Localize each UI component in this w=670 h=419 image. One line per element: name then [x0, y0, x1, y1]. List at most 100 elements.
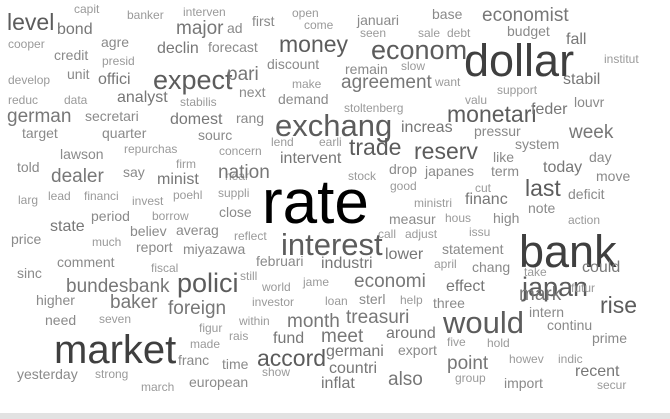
word-quarter: quarter — [102, 125, 147, 141]
word-offici: offici — [98, 71, 131, 88]
word-cooper: cooper — [8, 37, 45, 51]
word-treasuri: treasuri — [346, 307, 410, 328]
word-take: take — [524, 265, 547, 279]
word-germani: germani — [326, 343, 384, 360]
word-indic: indic — [558, 352, 583, 366]
word-forecast: forecast — [208, 39, 258, 55]
word-dealer: dealer — [51, 166, 104, 187]
word-import: import — [504, 375, 543, 391]
word-banker: banker — [127, 8, 164, 22]
word-high: high — [493, 210, 520, 226]
word-suppli: suppli — [218, 186, 250, 200]
word-develop: develop — [8, 73, 51, 87]
word-system: system — [515, 136, 560, 152]
word-demand: demand — [278, 91, 329, 107]
word-feder: feder — [531, 101, 568, 118]
word-fiscal: fiscal — [151, 261, 179, 275]
word-remain: remain — [345, 61, 388, 77]
word-agre: agre — [101, 34, 130, 50]
word-lawson: lawson — [60, 146, 104, 162]
word-credit: credit — [54, 47, 89, 63]
word-accord: accord — [257, 345, 327, 371]
word-countri: countri — [329, 360, 378, 377]
word-around: around — [386, 325, 436, 342]
word-franc: franc — [178, 352, 210, 368]
word-hold: hold — [487, 336, 510, 350]
word-three: three — [433, 295, 465, 311]
word-ad: ad — [227, 20, 243, 36]
word-futur: futur — [571, 281, 596, 295]
word-close: close — [219, 204, 252, 220]
word-agreement: agreement — [341, 72, 432, 93]
word-told: told — [17, 159, 40, 175]
word-reserv: reserv — [414, 138, 478, 164]
word-like: like — [493, 149, 515, 165]
word-bond: bond — [57, 21, 93, 38]
word-stabil: stabil — [563, 71, 601, 88]
word-still: still — [240, 269, 258, 283]
word-move: move — [596, 168, 631, 184]
word-lower: lower — [385, 246, 424, 263]
word-poehl: poehl — [173, 188, 203, 202]
word-action: action — [568, 213, 601, 227]
word-call: call — [378, 227, 397, 241]
word-mark: mark — [519, 284, 562, 305]
word-presid: presid — [102, 54, 135, 68]
word-earli: earli — [319, 135, 342, 149]
word-meet: meet — [321, 326, 364, 347]
word-firm: firm — [176, 157, 196, 171]
word-strong: strong — [95, 367, 129, 381]
word-expect: expect — [153, 65, 233, 95]
word-debt: debt — [447, 26, 471, 40]
word-report: report — [136, 239, 173, 255]
word-inflat: inflat — [321, 375, 355, 392]
word-next: next — [239, 84, 266, 100]
word-trade: trade — [349, 134, 402, 160]
word-reflect: reflect — [234, 229, 267, 243]
word-help: help — [400, 293, 423, 307]
word-rais: rais — [229, 329, 249, 343]
word-issu: issu — [469, 225, 491, 239]
word-stoltenberg: stoltenberg — [344, 101, 404, 115]
word-pressur: pressur — [474, 123, 521, 139]
word-data: data — [64, 93, 88, 107]
word-near: near — [225, 169, 250, 183]
word-cut: cut — [475, 181, 492, 195]
word-state: state — [50, 218, 85, 235]
word-higher: higher — [36, 292, 75, 308]
word-borrow: borrow — [152, 209, 189, 223]
word-much: much — [92, 235, 122, 249]
word-loan: loan — [325, 294, 348, 308]
word-note: note — [528, 200, 556, 216]
word-larg: larg — [18, 193, 39, 207]
word-say: say — [123, 164, 145, 180]
word-open: open — [292, 6, 319, 20]
word-valu: valu — [465, 93, 488, 107]
word-month: month — [287, 311, 340, 332]
word-pari: pari — [227, 64, 259, 85]
word-sinc: sinc — [17, 265, 42, 281]
word-rise: rise — [600, 292, 638, 318]
word-want: want — [435, 75, 461, 89]
word-statement: statement — [442, 241, 504, 257]
word-seven: seven — [99, 312, 132, 326]
word-increas: increas — [401, 119, 453, 136]
word-come: come — [304, 18, 334, 32]
word-major: major — [176, 18, 224, 39]
word-unit: unit — [67, 66, 90, 82]
word-hous: hous — [445, 211, 472, 225]
word-april: april — [434, 257, 457, 271]
word-declin: declin — [157, 40, 199, 57]
word-miyazawa: miyazawa — [183, 241, 246, 257]
word-louvr: louvr — [574, 94, 605, 110]
word-show: show — [262, 365, 291, 379]
word-day: day — [589, 149, 612, 165]
word-baker: baker — [110, 292, 158, 313]
word-continu: continu — [547, 317, 593, 333]
word-capit: capit — [74, 2, 100, 16]
word-market: market — [54, 328, 177, 372]
word-week: week — [569, 122, 614, 143]
word-march: march — [141, 380, 175, 394]
word-minist: minist — [157, 171, 199, 188]
